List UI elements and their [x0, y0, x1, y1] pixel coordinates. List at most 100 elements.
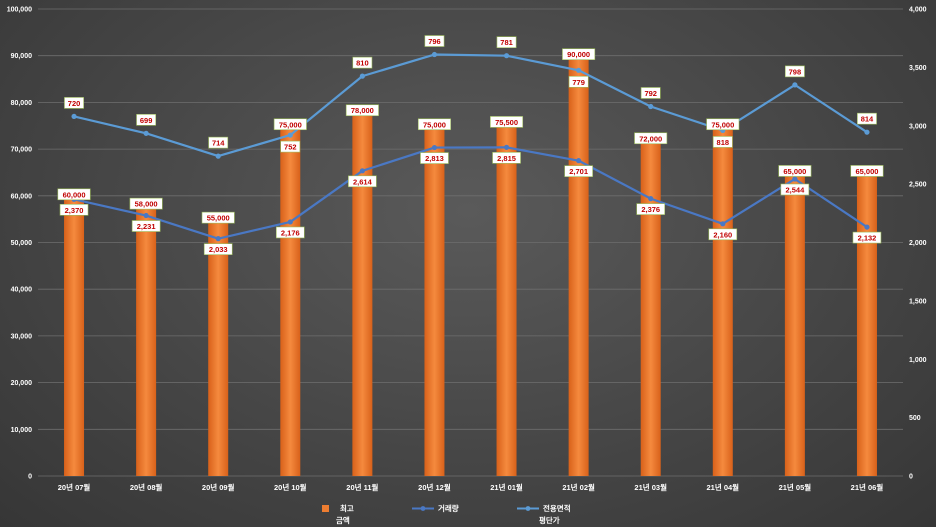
legend-item: 거래량 [412, 503, 459, 513]
svg-text:781: 781 [500, 38, 513, 47]
svg-text:2,376: 2,376 [641, 205, 660, 214]
bar-data-label: 78,000 [345, 104, 379, 117]
svg-text:814: 814 [861, 115, 874, 124]
data-labels: 60,000 58,000 55,000 75,000 78,000 75,000 75,5… [57, 35, 884, 255]
price-per-area-data-label: 714 [208, 136, 229, 149]
y-left-tick-label: 0 [28, 474, 32, 481]
legend-label: 거래량 [438, 503, 459, 513]
bar-max-price [280, 125, 301, 476]
x-category-label: 20년 12월 [418, 482, 451, 492]
svg-text:55,000: 55,000 [207, 214, 230, 223]
y-left-tick-label: 10,000 [11, 427, 33, 434]
point-price-per-area [71, 113, 77, 120]
y-right-tick-label: 500 [909, 415, 921, 422]
legend-swatch [322, 505, 329, 512]
bar-data-label: 75,000 [417, 118, 451, 131]
y-left-tick-label: 30,000 [11, 333, 33, 340]
y-right-tick-label: 2,500 [909, 182, 927, 189]
volume-data-label: 2,176 [275, 226, 305, 239]
point-volume [720, 221, 726, 227]
volume-data-label: 2,701 [564, 165, 593, 177]
svg-text:75,000: 75,000 [711, 120, 734, 129]
svg-text:65,000: 65,000 [783, 167, 806, 176]
svg-text:90,000: 90,000 [567, 50, 590, 59]
bar-max-price [640, 139, 661, 476]
bar-max-price [496, 123, 517, 476]
legend-label-line2: 평단가 [539, 515, 560, 525]
point-volume [576, 158, 582, 164]
x-category-label: 21년 04월 [707, 482, 740, 492]
price-per-area-data-label: 810 [352, 56, 373, 69]
y-left-tick-label: 40,000 [11, 287, 33, 294]
svg-text:2,231: 2,231 [137, 222, 156, 231]
bar-max-price [424, 125, 445, 476]
volume-data-label: 2,370 [59, 204, 89, 216]
y-axis-right-ticks: 0 500 1,000 1,500 2,000 2,500 3,000 3,500 4,000 [909, 7, 927, 481]
svg-text:75,000: 75,000 [279, 120, 302, 129]
point-price-per-area [576, 67, 582, 73]
y-right-tick-label: 1,000 [909, 357, 927, 364]
x-category-label: 21년 01월 [490, 482, 523, 492]
point-volume [143, 212, 149, 219]
svg-text:714: 714 [212, 139, 225, 148]
price-per-area-data-label: 752 [280, 140, 301, 153]
price-per-area-data-label: 798 [784, 65, 805, 78]
point-volume [792, 176, 798, 182]
y-right-tick-label: 3,500 [909, 65, 927, 72]
price-per-area-data-label: 792 [640, 87, 661, 99]
svg-text:75,500: 75,500 [495, 118, 518, 127]
svg-text:699: 699 [140, 116, 153, 125]
bar-max-price [856, 172, 877, 476]
line-volume [73, 146, 868, 240]
bar-series [64, 55, 877, 477]
price-per-area-data-label: 796 [424, 35, 445, 47]
svg-text:2,160: 2,160 [713, 230, 732, 239]
y-right-tick-label: 3,000 [909, 123, 927, 130]
svg-text:796: 796 [428, 37, 441, 46]
svg-text:65,000: 65,000 [855, 167, 878, 176]
point-price-per-area [287, 132, 293, 138]
legend-label-line2: 금액 [336, 515, 350, 525]
gridlines [38, 8, 903, 477]
bar-data-label: 90,000 [562, 48, 596, 61]
price-per-area-data-label: 818 [712, 136, 733, 148]
bar-data-label: 58,000 [129, 197, 163, 210]
volume-data-label: 2,544 [780, 183, 810, 196]
svg-text:75,000: 75,000 [423, 120, 446, 129]
svg-text:818: 818 [717, 138, 730, 147]
volume-data-label: 2,033 [203, 243, 233, 255]
svg-text:2,701: 2,701 [569, 167, 588, 176]
volume-data-label: 2,614 [348, 175, 377, 188]
bar-data-label: 65,000 [850, 165, 884, 177]
point-volume [503, 144, 510, 150]
x-axis-categories: 20년 07월 20년 08월 20년 09월 20년 10월 20년 11월 20년 1… [58, 482, 884, 492]
volume-data-label: 2,376 [636, 203, 666, 215]
point-price-per-area [143, 130, 149, 136]
price-per-area-data-label: 781 [496, 36, 517, 49]
point-volume [287, 219, 293, 225]
bar-data-label: 60,000 [57, 188, 91, 201]
point-volume [359, 168, 365, 174]
y-left-tick-label: 80,000 [11, 100, 33, 107]
bar-max-price [784, 172, 805, 476]
point-volume [864, 224, 870, 230]
price-per-area-data-label: 779 [568, 75, 589, 88]
x-category-label: 21년 02월 [562, 482, 595, 492]
price-per-area-data-label: 814 [857, 112, 877, 125]
volume-data-label: 2,813 [420, 152, 449, 164]
point-price-per-area [431, 51, 438, 58]
bar-max-price [136, 205, 157, 476]
line-price-per-area [73, 53, 868, 158]
y-left-tick-label: 50,000 [11, 240, 33, 247]
svg-text:798: 798 [789, 67, 802, 76]
svg-text:2,033: 2,033 [209, 245, 228, 254]
bar-data-label: 55,000 [201, 211, 235, 224]
svg-text:2,132: 2,132 [858, 234, 877, 243]
svg-text:2,176: 2,176 [281, 228, 300, 237]
svg-text:60,000: 60,000 [63, 190, 86, 199]
line-series [71, 51, 870, 242]
svg-text:752: 752 [284, 143, 297, 152]
